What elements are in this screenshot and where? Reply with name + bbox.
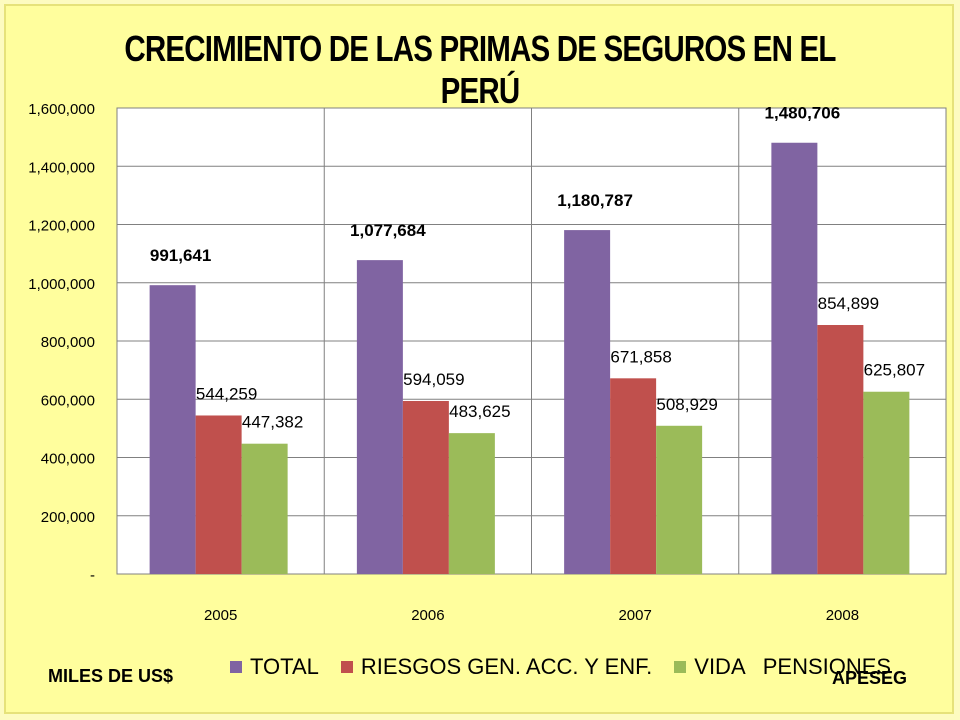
unit-note: MILES DE US$: [48, 666, 174, 686]
data-label: 544,259: [196, 384, 257, 403]
chart-title: CRECIMIENTO DE LAS PRIMAS DE SEGUROS EN …: [124, 28, 836, 111]
x-tick-label: 2005: [204, 607, 237, 624]
y-tick-label: 800,000: [41, 334, 95, 351]
legend-label-vida: VIDA PENSIONES: [694, 654, 892, 679]
y-tick-label: 400,000: [41, 451, 95, 468]
data-label: 1,480,706: [765, 104, 841, 123]
data-label: 1,077,684: [350, 221, 426, 240]
bar-1: [817, 325, 864, 574]
bar-2: [863, 391, 910, 574]
bar-0: [771, 142, 818, 574]
bar-1: [195, 415, 242, 574]
y-tick-label: 200,000: [41, 509, 95, 526]
legend-swatch-total: [230, 661, 242, 673]
bar-2: [656, 425, 703, 574]
y-tick-label: 1,400,000: [28, 159, 95, 176]
data-label: 447,382: [242, 413, 303, 432]
legend-label-total: TOTAL: [250, 654, 319, 679]
y-tick-label: 600,000: [41, 392, 95, 409]
bar-0: [149, 285, 196, 574]
legend-label-riesgos: RIESGOS GEN. ACC. Y ENF.: [360, 654, 653, 679]
x-tick-label: 2007: [618, 607, 651, 624]
y-tick-label: -: [90, 567, 95, 584]
source-note: APESEG: [832, 668, 908, 688]
bar-2: [241, 443, 288, 574]
data-label: 625,807: [864, 361, 925, 380]
bar-1: [610, 378, 657, 574]
bar-2: [448, 433, 495, 574]
legend-item-riesgos: RIESGOS GEN. ACC. Y ENF.: [340, 654, 653, 680]
legend-swatch-vida: [674, 661, 687, 673]
x-tick-label: 2008: [826, 607, 859, 624]
bar-0: [564, 230, 611, 575]
legend: TOTAL RIESGOS GEN. ACC. Y ENF. VIDA PENS…: [230, 654, 913, 680]
y-tick-label: 1,000,000: [28, 276, 95, 293]
legend-swatch-riesgos: [340, 661, 353, 673]
data-label: 854,899: [818, 294, 879, 313]
bar-0: [356, 260, 403, 574]
legend-item-vida: VIDA PENSIONES: [674, 654, 891, 680]
data-label: 1,180,787: [557, 191, 633, 210]
x-tick-label: 2006: [411, 607, 444, 624]
data-label: 991,641: [150, 246, 211, 265]
data-label: 594,059: [403, 370, 464, 389]
y-tick-label: 1,600,000: [28, 101, 95, 118]
data-label: 508,929: [656, 395, 717, 414]
y-tick-label: 1,200,000: [28, 218, 95, 235]
data-label: 483,625: [449, 402, 510, 421]
data-label: 671,858: [610, 347, 671, 366]
legend-item-total: TOTAL: [230, 654, 319, 680]
bar-1: [402, 400, 449, 574]
